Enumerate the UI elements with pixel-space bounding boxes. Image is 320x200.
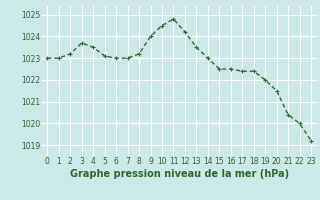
- X-axis label: Graphe pression niveau de la mer (hPa): Graphe pression niveau de la mer (hPa): [70, 169, 289, 179]
